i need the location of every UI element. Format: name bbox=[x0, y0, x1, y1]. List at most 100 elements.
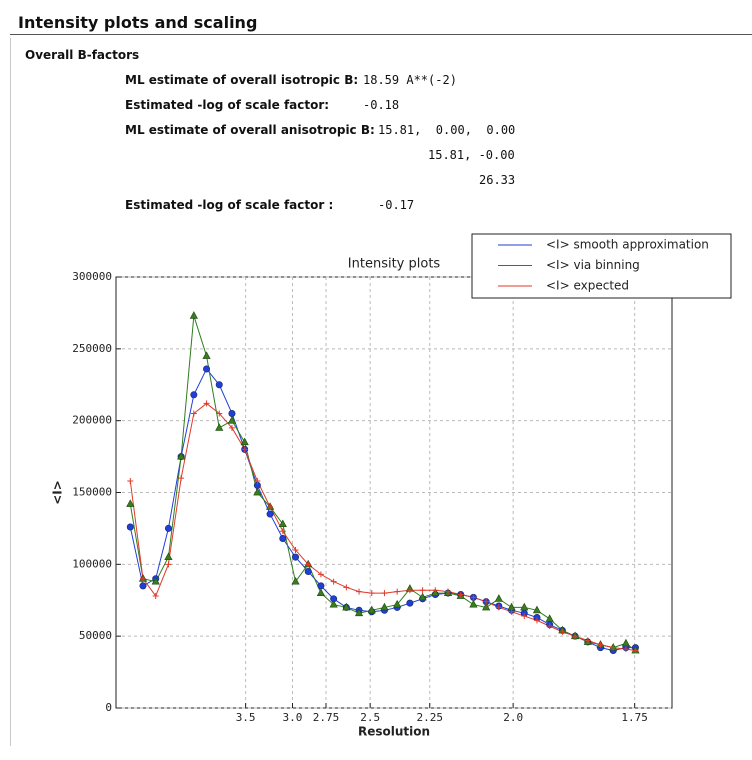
point bbox=[126, 499, 135, 507]
point bbox=[470, 594, 477, 601]
point bbox=[165, 561, 172, 568]
point bbox=[356, 588, 363, 595]
point bbox=[215, 423, 224, 431]
y-tick-label: 250000 bbox=[72, 342, 112, 355]
point bbox=[508, 608, 515, 615]
point bbox=[267, 503, 274, 510]
point bbox=[469, 599, 478, 608]
point bbox=[610, 644, 617, 651]
point bbox=[419, 587, 426, 594]
point bbox=[228, 409, 236, 417]
point bbox=[190, 391, 198, 399]
point bbox=[140, 575, 147, 582]
point bbox=[394, 588, 401, 595]
point bbox=[190, 410, 197, 417]
header-rule bbox=[10, 34, 752, 35]
point bbox=[622, 646, 629, 653]
point bbox=[241, 446, 248, 453]
point bbox=[457, 591, 464, 598]
point bbox=[368, 590, 375, 597]
point bbox=[521, 613, 528, 620]
point bbox=[381, 590, 388, 597]
point bbox=[406, 599, 414, 607]
y-tick-label: 100000 bbox=[72, 557, 112, 570]
point bbox=[164, 524, 172, 532]
point bbox=[178, 475, 185, 482]
y-axis-label: <I> bbox=[51, 480, 65, 505]
point bbox=[253, 487, 262, 496]
y-tick-label: 300000 bbox=[72, 270, 112, 283]
point bbox=[305, 561, 312, 568]
legend-label: <I> expected bbox=[546, 279, 629, 293]
point bbox=[520, 602, 529, 611]
point bbox=[494, 594, 503, 602]
point bbox=[621, 638, 631, 647]
row-label: Estimated -log of scale factor: bbox=[125, 98, 330, 112]
point bbox=[202, 351, 211, 359]
point bbox=[432, 587, 439, 594]
y-tick-label: 50000 bbox=[79, 629, 112, 642]
point bbox=[317, 582, 325, 590]
point bbox=[292, 553, 300, 561]
point bbox=[254, 478, 261, 485]
point bbox=[292, 546, 299, 553]
legend-label: <I> via binning bbox=[546, 258, 640, 272]
row-value: -0.18 bbox=[363, 98, 400, 112]
point bbox=[279, 528, 286, 535]
row-label: ML estimate of overall isotropic B: bbox=[125, 73, 359, 87]
point bbox=[216, 410, 223, 417]
point bbox=[215, 381, 223, 389]
point bbox=[228, 424, 235, 431]
x-tick-label: 2.75 bbox=[313, 711, 340, 724]
point bbox=[266, 510, 274, 518]
point bbox=[632, 647, 639, 654]
point bbox=[177, 451, 186, 460]
x-axis-label: Resolution bbox=[358, 725, 430, 739]
point bbox=[203, 365, 211, 373]
legend-label: <I> smooth approximation bbox=[546, 238, 709, 252]
chart-title: Intensity plots bbox=[348, 257, 441, 272]
point bbox=[317, 571, 324, 578]
row-value: 18.59 A**(-2) bbox=[363, 73, 457, 87]
point bbox=[240, 437, 249, 446]
point bbox=[329, 599, 338, 608]
point bbox=[483, 598, 490, 605]
point bbox=[445, 588, 452, 595]
point bbox=[342, 602, 351, 611]
point bbox=[380, 602, 389, 611]
point bbox=[227, 416, 237, 424]
point bbox=[291, 576, 300, 585]
point bbox=[545, 614, 554, 622]
y-tick-label: 150000 bbox=[72, 486, 112, 499]
row-value: 15.81, -0.00 bbox=[428, 148, 515, 162]
row-label: ML estimate of overall anisotropic B: bbox=[125, 123, 375, 137]
x-tick-label: 3.5 bbox=[236, 711, 256, 724]
x-tick-label: 2.0 bbox=[503, 711, 523, 724]
point bbox=[203, 400, 210, 407]
point bbox=[572, 633, 579, 640]
point bbox=[278, 519, 287, 528]
point bbox=[189, 311, 198, 319]
x-tick-label: 1.75 bbox=[621, 711, 648, 724]
row-value: 15.81, 0.00, 0.00 bbox=[378, 123, 516, 137]
point bbox=[316, 588, 326, 596]
y-tick-label: 200000 bbox=[72, 414, 112, 427]
point bbox=[343, 584, 350, 591]
x-tick-label: 2.25 bbox=[416, 711, 443, 724]
point bbox=[597, 641, 604, 648]
row-value: -0.17 bbox=[378, 198, 415, 212]
point bbox=[152, 592, 159, 599]
point bbox=[559, 628, 566, 635]
point bbox=[304, 568, 312, 576]
point bbox=[495, 604, 502, 611]
point bbox=[151, 576, 160, 585]
point bbox=[406, 587, 413, 594]
point bbox=[354, 608, 364, 617]
row-label: Estimated -log of scale factor : bbox=[125, 198, 334, 212]
point bbox=[532, 605, 542, 614]
x-tick-label: 3.0 bbox=[283, 711, 303, 724]
point bbox=[393, 599, 402, 608]
section-title: Overall B-factors bbox=[25, 48, 140, 62]
